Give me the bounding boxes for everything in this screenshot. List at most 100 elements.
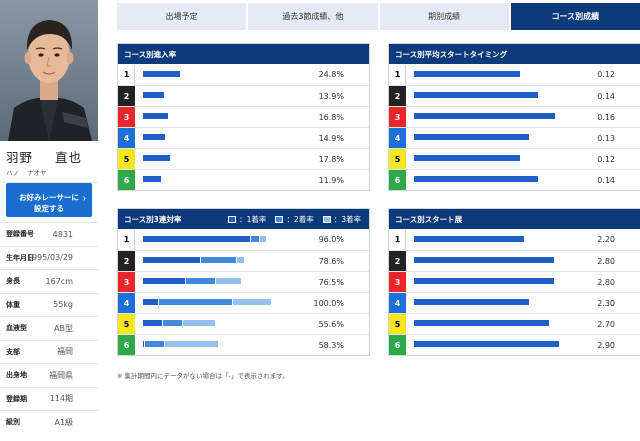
- value-bar: [143, 134, 166, 140]
- legend-item: ：2着率: [275, 214, 314, 225]
- tab-4[interactable]: コース別成績: [510, 3, 640, 30]
- legend-item: ：1着率: [228, 214, 266, 225]
- info-label: 登録番号: [6, 230, 34, 239]
- value-label: 11.9%: [318, 176, 344, 185]
- data-row: 6 11.9%: [118, 169, 369, 190]
- lane-number-1: 1: [389, 64, 406, 85]
- data-row: 6 2.90: [389, 334, 640, 355]
- info-value: 1995/03/29: [26, 253, 73, 263]
- bar-track: [414, 278, 564, 286]
- chart-legend: ：1着率 ：2着率 ：3着率: [219, 209, 361, 229]
- bar-track: [143, 257, 293, 265]
- data-row: 2 78.6%: [118, 250, 369, 271]
- data-row: 5 55.6%: [118, 313, 369, 334]
- data-row: 4 2.30: [389, 292, 640, 313]
- lane-number-4: 4: [118, 293, 135, 313]
- first-place-bar: [143, 341, 145, 347]
- value-bar: [143, 70, 181, 77]
- third-place-bar: [233, 299, 271, 305]
- bar-track: [143, 278, 293, 286]
- bar-track: [414, 70, 564, 79]
- bar-track: [143, 341, 293, 349]
- lane-number-3: 3: [118, 107, 135, 127]
- info-value: 4831: [52, 229, 73, 239]
- favorite-button-label-2: 設定する: [34, 204, 64, 213]
- value-label: 55.6%: [318, 320, 344, 329]
- value-bar: [414, 320, 549, 326]
- racer-family-name: 羽野: [6, 150, 34, 165]
- value-label: 2.80: [597, 278, 615, 287]
- value-label: 14.9%: [318, 134, 344, 143]
- bar-track: [143, 155, 293, 163]
- panel-start-order: コース別スタート展 1 2.20 2 2.80 3 2.80 4 2.30 5 2.70 6 2.90: [388, 208, 640, 356]
- legend-label: ：3着率: [333, 214, 361, 224]
- third-place-bar: [259, 235, 266, 242]
- panel-title-avg-start-timing: コース別平均スタートタイミング: [389, 44, 640, 64]
- first-place-bar: [143, 235, 251, 242]
- legend-swatch: [228, 215, 237, 223]
- value-label: 0.14: [597, 92, 615, 101]
- second-place-bar: [200, 257, 236, 263]
- panel-title-text: コース別3連対率: [124, 214, 182, 224]
- bar-track: [414, 176, 564, 184]
- value-label: 13.9%: [318, 92, 344, 101]
- value-bar: [143, 113, 169, 119]
- data-row: 4 100.0%: [118, 292, 369, 313]
- value-label: 76.5%: [318, 278, 344, 287]
- lane-number-6: 6: [389, 170, 406, 190]
- first-place-bar: [143, 278, 185, 284]
- lane-number-4: 4: [118, 128, 135, 148]
- lane-number-5: 5: [118, 149, 135, 169]
- favorite-racer-button[interactable]: お好みレーサーに 設定する ›: [6, 183, 92, 217]
- value-bar: [414, 176, 538, 182]
- data-row: 2 13.9%: [118, 85, 369, 106]
- value-label: 100.0%: [313, 299, 344, 308]
- third-place-bar: [237, 257, 245, 263]
- data-row: 2 2.80: [389, 250, 640, 271]
- info-row: 生年月日 1995/03/29: [0, 245, 98, 270]
- bar-track: [143, 113, 293, 121]
- panel-title-text: コース別進入率: [124, 49, 177, 59]
- value-bar: [414, 155, 520, 161]
- tab-2[interactable]: 過去3節成績、他: [248, 3, 380, 30]
- info-value: 114期: [49, 394, 73, 404]
- legend-swatch: [322, 215, 331, 223]
- data-row: 3 0.16: [389, 106, 640, 127]
- lane-number-4: 4: [389, 128, 406, 148]
- second-place-bar: [159, 299, 233, 305]
- lane-number-2: 2: [118, 86, 135, 106]
- bar-track: [143, 320, 293, 328]
- info-label: 出身地: [6, 371, 27, 380]
- favorite-button-label-1: お好みレーサーに: [19, 193, 79, 202]
- chevron-right-icon: ›: [82, 193, 86, 204]
- info-row: 登録期 114期: [0, 386, 98, 411]
- data-row: 1 2.20: [389, 229, 640, 250]
- first-place-bar: [143, 257, 200, 263]
- value-bar: [143, 155, 170, 161]
- value-bar: [414, 257, 554, 263]
- second-place-bar: [162, 320, 182, 326]
- third-place-bar: [215, 278, 242, 284]
- lane-number-6: 6: [118, 170, 135, 190]
- bar-track: [414, 341, 564, 349]
- tab-3[interactable]: 期別成績: [379, 3, 511, 30]
- panel-avg-start-timing: コース別平均スタートタイミング 1 0.12 2 0.14 3 0.16 4 0.13 5 0.12…: [388, 43, 640, 191]
- racer-info-table: 登録番号 4831 生年月日 1995/03/29 身長 167cm 体重 55kg 血液型 AB…: [0, 222, 98, 434]
- racer-name: 羽野 直也: [6, 147, 98, 166]
- bar-track: [414, 235, 564, 244]
- info-label: 登録期: [6, 394, 27, 403]
- info-value: 167cm: [45, 276, 73, 286]
- value-bar: [414, 341, 559, 347]
- legend-swatch: [275, 215, 284, 223]
- value-bar: [414, 134, 529, 140]
- lane-number-1: 1: [118, 229, 135, 250]
- value-label: 0.16: [597, 113, 615, 122]
- racer-portrait-image: [8, 20, 92, 141]
- data-row: 4 14.9%: [118, 127, 369, 148]
- lane-number-3: 3: [118, 272, 135, 292]
- data-row: 6 58.3%: [118, 334, 369, 355]
- tab-1[interactable]: 出場予定: [117, 3, 249, 30]
- lane-number-3: 3: [389, 272, 406, 292]
- panel-title-text: コース別平均スタートタイミング: [395, 49, 508, 59]
- info-row: 血液型 AB型: [0, 316, 98, 340]
